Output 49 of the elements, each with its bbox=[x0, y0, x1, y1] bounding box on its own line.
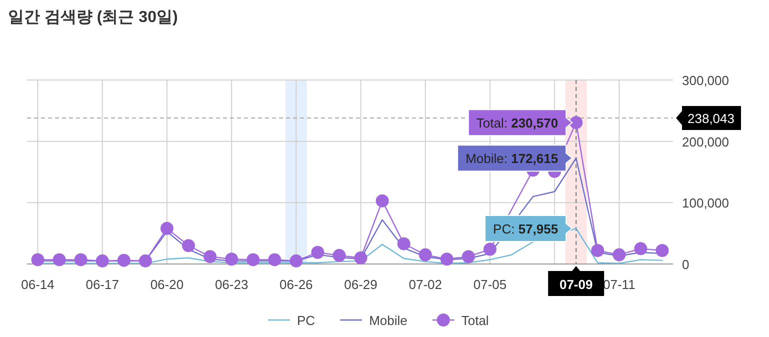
point bbox=[182, 239, 195, 252]
point bbox=[591, 244, 604, 258]
point bbox=[268, 253, 282, 266]
point bbox=[160, 222, 174, 235]
point bbox=[656, 244, 669, 258]
point bbox=[570, 116, 583, 130]
point bbox=[462, 250, 475, 264]
legend-label: Total bbox=[461, 313, 489, 328]
point bbox=[225, 252, 238, 266]
point bbox=[204, 250, 217, 264]
x-tick-label: 07-02 bbox=[408, 277, 442, 292]
x-tick-label: 07-11 bbox=[603, 277, 636, 292]
point bbox=[246, 253, 260, 266]
annotation: PC: 57,955 bbox=[493, 221, 558, 236]
x-tick-label: 06-14 bbox=[21, 277, 54, 292]
legend-label: PC bbox=[297, 313, 316, 328]
point bbox=[612, 248, 626, 262]
x-tick-label: 06-17 bbox=[86, 277, 119, 292]
point bbox=[418, 248, 432, 262]
point bbox=[74, 253, 88, 266]
y-tick-label: 100,000 bbox=[682, 196, 729, 211]
point bbox=[117, 254, 130, 267]
y-tick-label: 200,000 bbox=[682, 134, 729, 150]
point bbox=[397, 237, 410, 250]
point bbox=[311, 246, 324, 259]
x-tick-label: 06-29 bbox=[344, 277, 378, 292]
point bbox=[138, 254, 152, 268]
point bbox=[354, 251, 368, 264]
x-tick-label: 06-26 bbox=[280, 277, 313, 292]
point bbox=[52, 253, 66, 266]
x-tick-label: 06-23 bbox=[214, 277, 248, 292]
chart-title: 일간 검색량 (최근 30일) bbox=[8, 9, 178, 26]
annotation: Mobile: 172,615 bbox=[466, 151, 558, 166]
x-tick-label: 06-20 bbox=[150, 277, 184, 292]
ref-line-label: 07-09 bbox=[559, 277, 593, 292]
point bbox=[376, 194, 389, 208]
legend-label: Mobile bbox=[369, 313, 408, 328]
x-tick-label: 07-05 bbox=[473, 277, 507, 292]
y-tick-label: 300,000 bbox=[682, 73, 729, 88]
ref-line-label: 238,043 bbox=[688, 111, 734, 126]
y-tick-label: 0 bbox=[682, 257, 690, 272]
point bbox=[483, 242, 496, 256]
annotation: Total: 230,570 bbox=[476, 116, 558, 131]
point bbox=[96, 254, 109, 268]
point bbox=[440, 252, 454, 266]
point bbox=[332, 248, 346, 262]
point bbox=[634, 242, 648, 256]
point bbox=[290, 254, 303, 268]
point bbox=[31, 253, 44, 266]
